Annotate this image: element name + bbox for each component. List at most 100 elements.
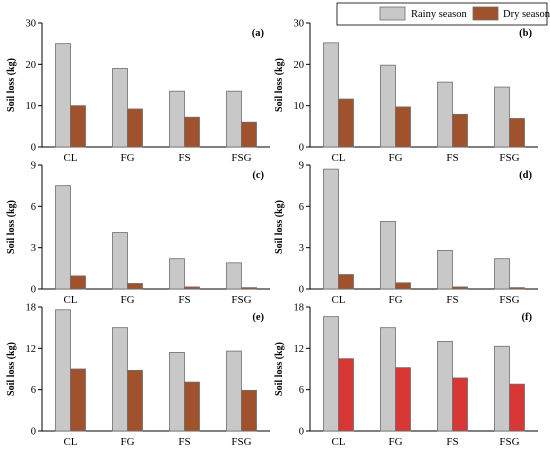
bar-dry-CL	[338, 274, 354, 290]
bar-rainy-FSG	[226, 350, 242, 432]
legend-swatch-dry	[472, 6, 499, 21]
x-tick-label: CL	[331, 294, 345, 306]
y-tick-label: 10	[294, 101, 305, 112]
x-tick-label: CL	[331, 436, 345, 448]
legend: Rainy season Dry season	[336, 2, 550, 26]
bar-dry-FS	[452, 377, 468, 432]
x-tick-label: FS	[178, 294, 190, 306]
bar-dry-FSG	[241, 121, 257, 148]
bar-rainy-CL	[323, 42, 339, 148]
panel-label: (c)	[252, 170, 264, 181]
bar-dry-FSG	[241, 389, 257, 432]
x-tick-label: CL	[63, 294, 77, 306]
bar-dry-FG	[395, 367, 411, 432]
chart-panel-3: 0 3 6 9 Soil loss (kg) (d) CL FG FS FSG	[274, 161, 538, 306]
x-tick-label: FSG	[499, 436, 519, 448]
bar-rainy-FS	[437, 81, 453, 148]
x-tick-label: FS	[446, 294, 458, 306]
panel-label: (a)	[252, 28, 265, 39]
panel-label: (e)	[252, 312, 264, 323]
x-tick-label: FSG	[231, 294, 251, 306]
bar-rainy-FSG	[226, 90, 242, 148]
bar-dry-FSG	[509, 287, 525, 290]
y-tick-label: 30	[26, 19, 37, 30]
chart-panel-4: 0 6 12 18 Soil loss (kg) (e) CL FG FS FSG	[6, 303, 270, 448]
x-tick-label: FG	[120, 436, 134, 448]
x-tick-label: FS	[446, 152, 458, 164]
bar-rainy-CL	[55, 185, 71, 290]
y-tick-label: 0	[299, 143, 304, 154]
y-tick-label: 20	[294, 60, 305, 71]
y-tick-label: 18	[294, 303, 305, 314]
y-axis-title: Soil loss (kg)	[6, 200, 17, 254]
x-tick-label: CL	[331, 152, 345, 164]
y-axis-title: Soil loss (kg)	[274, 58, 285, 112]
bar-dry-FS	[452, 113, 468, 148]
y-tick-label: 10	[26, 101, 37, 112]
bar-rainy-FG	[380, 221, 396, 290]
y-tick-label: 12	[294, 344, 305, 355]
y-tick-label: 6	[299, 202, 304, 213]
bar-dry-FG	[395, 282, 411, 290]
y-tick-label: 30	[294, 19, 305, 30]
legend-label-dry: Dry season	[503, 9, 550, 20]
y-tick-label: 0	[31, 285, 36, 296]
y-tick-label: 9	[31, 161, 36, 172]
chart-panel-0: 0 10 20 30 Soil loss (kg) (a) CL FG FS FSG	[6, 19, 270, 164]
x-tick-label: FG	[388, 294, 402, 306]
bar-rainy-CL	[323, 168, 339, 290]
x-tick-label: CL	[63, 436, 77, 448]
y-tick-label: 18	[26, 303, 37, 314]
bar-dry-CL	[338, 98, 354, 148]
bar-dry-FG	[127, 108, 143, 148]
bar-rainy-FS	[169, 90, 185, 148]
bar-rainy-FG	[112, 68, 128, 148]
x-tick-label: FG	[388, 152, 402, 164]
bar-rainy-FSG	[494, 86, 510, 148]
bar-dry-FSG	[509, 118, 525, 148]
bar-rainy-CL	[323, 316, 339, 432]
y-tick-label: 0	[31, 427, 36, 438]
bar-dry-FSG	[241, 287, 257, 290]
y-tick-label: 3	[299, 243, 304, 254]
bar-rainy-FSG	[494, 345, 510, 432]
y-tick-label: 6	[299, 385, 304, 396]
bar-rainy-FG	[112, 232, 128, 290]
chart-panel-2: 0 3 6 9 Soil loss (kg) (c) CL FG FS FSG	[6, 161, 270, 306]
bar-rainy-CL	[55, 309, 71, 432]
y-axis-title: Soil loss (kg)	[6, 342, 17, 396]
y-axis-title: Soil loss (kg)	[274, 342, 285, 396]
legend-label-rainy: Rainy season	[411, 9, 467, 20]
bar-dry-CL	[70, 105, 86, 148]
bar-rainy-FG	[112, 327, 128, 432]
bar-rainy-FG	[380, 327, 396, 432]
bar-rainy-FS	[169, 352, 185, 432]
x-tick-label: FS	[178, 436, 190, 448]
y-tick-label: 0	[299, 285, 304, 296]
x-tick-label: FG	[120, 152, 134, 164]
x-tick-label: FSG	[499, 152, 519, 164]
bar-rainy-FS	[169, 258, 185, 290]
bar-dry-FS	[184, 381, 200, 432]
bar-dry-CL	[70, 275, 86, 290]
bar-dry-FS	[452, 286, 468, 290]
bar-rainy-FSG	[494, 258, 510, 290]
bar-dry-FG	[127, 283, 143, 290]
x-tick-label: FSG	[499, 294, 519, 306]
bar-dry-CL	[338, 358, 354, 432]
bar-dry-FS	[184, 116, 200, 148]
y-tick-label: 3	[31, 243, 36, 254]
y-tick-label: 0	[299, 427, 304, 438]
chart-panel-1: 0 10 20 30 Soil loss (kg) (b) CL FG FS FSG	[274, 19, 538, 164]
x-tick-label: FG	[388, 436, 402, 448]
y-axis-title: Soil loss (kg)	[6, 58, 17, 112]
y-axis-title: Soil loss (kg)	[274, 200, 285, 254]
bar-dry-FG	[395, 106, 411, 148]
bar-rainy-FSG	[226, 262, 242, 290]
x-tick-label: FG	[120, 294, 134, 306]
panel-label: (b)	[519, 28, 532, 39]
y-tick-label: 12	[26, 344, 37, 355]
x-tick-label: FS	[178, 152, 190, 164]
